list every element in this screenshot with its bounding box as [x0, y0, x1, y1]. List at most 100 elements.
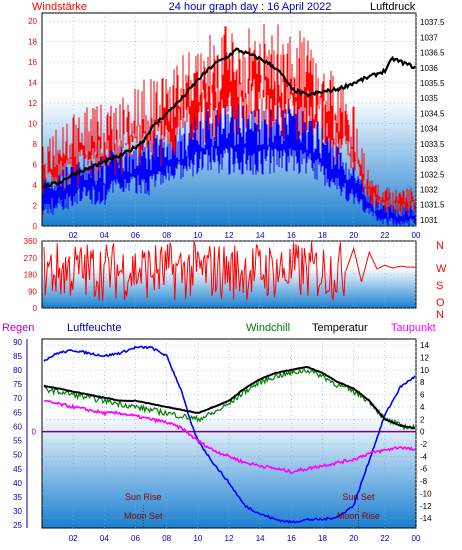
legend-rain: Regen: [2, 322, 34, 334]
wind-speed-tick-label: 2: [33, 202, 38, 211]
legend-windchill: Windchill: [246, 322, 290, 334]
wind-speed-tick-label: 16: [28, 58, 37, 67]
wind-speed-tick-label: 14: [28, 79, 37, 88]
pressure-tick-label: 1035: [420, 94, 438, 103]
temperature-x-tick-label: 16: [287, 534, 296, 543]
wind-x-tick-label: 06: [131, 231, 140, 240]
direction-tick-label: 90: [28, 287, 37, 296]
direction-tick-label: 360: [24, 237, 38, 246]
humidity-series: [43, 345, 416, 524]
humidity-tick-label: 45: [13, 465, 22, 474]
temperature-x-tick-label: 04: [100, 534, 109, 543]
wind-x-tick-label: 02: [69, 231, 78, 240]
temperature-tick-label: 8: [420, 378, 425, 387]
temperature-tick-label: 4: [420, 403, 425, 412]
temperature-x-tick-label: 18: [318, 534, 327, 543]
temperature-tick-label: -12: [420, 502, 432, 511]
humidity-tick-label: 70: [13, 394, 22, 403]
pressure-tick-label: 1035.5: [420, 79, 445, 88]
dewpoint-series: [43, 400, 416, 475]
humidity-tick-label: 65: [13, 408, 22, 417]
temperature-tick-label: -10: [420, 489, 432, 498]
temperature-x-tick-label: 20: [349, 534, 358, 543]
direction-tick-label: 180: [24, 271, 38, 280]
wind-x-tick-label: 16: [287, 231, 296, 240]
wind-speed-tick-label: 4: [33, 181, 38, 190]
temperature-x-tick-label: 10: [193, 534, 202, 543]
pressure-tick-label: 1036.5: [420, 49, 445, 58]
compass-label: W: [436, 263, 447, 275]
wind-speed-tick-label: 18: [28, 38, 37, 47]
wind-x-tick-label: 00: [412, 231, 421, 240]
legend-temperature: Temperatur: [312, 322, 368, 334]
compass-label: O: [436, 297, 445, 309]
sun-set-annotation: Sun Set: [342, 492, 375, 502]
wind-x-tick-label: 04: [100, 231, 109, 240]
humidity-tick-label: 30: [13, 507, 22, 516]
temperature-x-tick-label: 00: [412, 534, 421, 543]
humidity-tick-label: 80: [13, 366, 22, 375]
humidity-tick-label: 40: [13, 479, 22, 488]
legend-humidity: Luftfeuchte: [67, 322, 121, 334]
wind-x-tick-label: 08: [162, 231, 171, 240]
wind-direction-tail: [345, 246, 416, 283]
humidity-tick-label: 75: [13, 380, 22, 389]
temperature-tick-label: -14: [420, 514, 432, 523]
pressure-tick-label: 1034.5: [420, 109, 445, 118]
temperature-x-tick-label: 22: [380, 534, 389, 543]
temperature-series: [43, 366, 416, 430]
pressure-axis-title: Luftdruck: [370, 1, 416, 13]
compass-label: N: [436, 309, 444, 321]
wind-speed-tick-label: 12: [28, 99, 37, 108]
wind-x-tick-label: 14: [256, 231, 265, 240]
rain-tick-label: 0: [32, 428, 37, 437]
wind-x-tick-label: 20: [349, 231, 358, 240]
temperature-tick-label: -4: [420, 452, 428, 461]
temperature-tick-label: -2: [420, 440, 428, 449]
direction-tick-label: 270: [24, 254, 38, 263]
pressure-tick-label: 1033.5: [420, 140, 445, 149]
temperature-tick-label: 10: [420, 366, 429, 375]
temperature-x-tick-label: 12: [225, 534, 234, 543]
pressure-tick-label: 1034: [420, 125, 438, 134]
humidity-tick-label: 55: [13, 437, 22, 446]
page-title: 24 hour graph day : 16 April 2022: [169, 1, 332, 13]
moon-set-annotation: Moon Set: [124, 511, 163, 521]
pressure-tick-label: 1033: [420, 155, 438, 164]
temperature-x-tick-label: 08: [162, 534, 171, 543]
pressure-tick-label: 1031.5: [420, 201, 445, 210]
pressure-tick-label: 1036: [420, 64, 438, 73]
windchill-series: [43, 368, 416, 431]
temperature-x-tick-label: 02: [69, 534, 78, 543]
wind-speed-tick-label: 8: [33, 140, 38, 149]
humidity-tick-label: 35: [13, 493, 22, 502]
wind-x-tick-label: 22: [380, 231, 389, 240]
pressure-tick-label: 1037: [420, 33, 438, 42]
wind-speed-tick-label: 6: [33, 161, 38, 170]
moon-rise-annotation: Moon Rise: [337, 511, 380, 521]
pressure-tick-label: 1032.5: [420, 170, 445, 179]
wind-speed-tick-label: 0: [33, 222, 38, 231]
humidity-tick-label: 90: [13, 338, 22, 347]
wind-speed-tick-label: 20: [28, 17, 37, 26]
wind-direction-series: [43, 241, 346, 302]
pressure-tick-label: 1037.5: [420, 18, 445, 27]
temperature-tick-label: 14: [420, 341, 429, 350]
temperature-x-tick-label: 06: [131, 534, 140, 543]
humidity-tick-label: 25: [13, 521, 22, 530]
compass-label: N: [436, 240, 444, 252]
temperature-tick-label: 2: [420, 415, 425, 424]
temperature-tick-label: -8: [420, 477, 428, 486]
temperature-tick-label: 6: [420, 391, 425, 400]
legend-dewpoint: Taupunkt: [391, 322, 436, 334]
temperature-tick-label: 12: [420, 354, 429, 363]
humidity-tick-label: 60: [13, 422, 22, 431]
humidity-tick-label: 50: [13, 451, 22, 460]
pressure-tick-label: 1031: [420, 216, 438, 225]
temperature-tick-label: 0: [420, 428, 425, 437]
wind-x-tick-label: 10: [193, 231, 202, 240]
temperature-tick-label: -6: [420, 465, 428, 474]
pressure-tick-label: 1032: [420, 185, 438, 194]
direction-tick-label: 0: [33, 304, 38, 313]
